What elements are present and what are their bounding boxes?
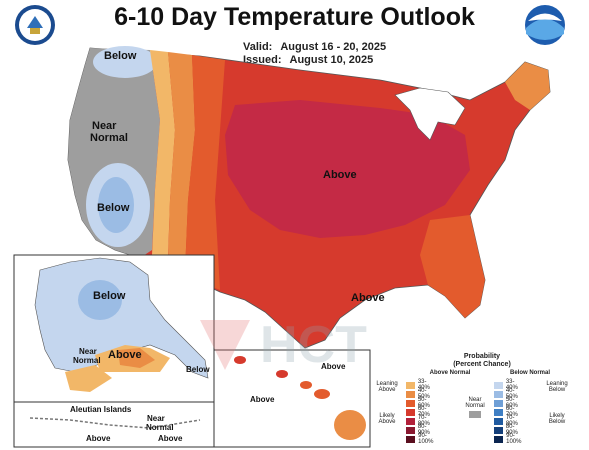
legend-below-bin-swatch xyxy=(494,426,503,434)
legend-above-bin-row: 90-100% xyxy=(406,433,436,445)
noaa-logo-icon xyxy=(525,5,565,45)
legend-above-bin-label: 40-50% xyxy=(417,388,430,400)
legend-near-normal-1: Near xyxy=(468,397,482,403)
label-ak-below-se: Below xyxy=(186,365,210,374)
legend-below-bin-row: 80-90% xyxy=(494,424,521,436)
legend-below-bin-label: 40-50% xyxy=(505,388,518,400)
legend-leaning-above-1: Leaning xyxy=(376,381,398,387)
issued-date: Issued: August 10, 2025 xyxy=(243,54,373,66)
legend-below-bin-swatch xyxy=(494,381,503,389)
legend-below-bin-swatch xyxy=(494,417,503,425)
legend-below-bin-swatch xyxy=(494,435,504,443)
label-aleutian-near-1: Near xyxy=(147,414,165,423)
label-aleutian-near-2: Normal xyxy=(146,423,174,432)
label-aleutian-above-1: Above xyxy=(86,434,111,443)
legend-below-bin-row: 33-40% xyxy=(494,379,521,391)
legend-below-bin-swatch xyxy=(494,390,503,398)
valid-dates: Valid: August 16 - 20, 2025 xyxy=(243,41,386,53)
label-ak-above: Above xyxy=(108,349,142,361)
label-near-normal-west-2: Normal xyxy=(90,132,128,144)
legend-below-bin-label: 80-90% xyxy=(505,424,518,436)
legend-likely-above-2: Above xyxy=(378,419,396,425)
legend-above-bin-swatch xyxy=(406,381,415,389)
label-below-west: Below xyxy=(97,202,130,214)
label-ak-near-1: Near xyxy=(79,347,97,356)
valid-value: August 16 - 20, 2025 xyxy=(280,41,387,53)
legend-above-bin-swatch xyxy=(406,435,416,443)
label-near-normal-west-1: Near xyxy=(92,120,117,132)
label-above-south: Above xyxy=(351,292,385,304)
issued-value: August 10, 2025 xyxy=(289,54,374,66)
legend-below-bin-label: 50-60% xyxy=(505,397,518,409)
legend-leaning-above: Leaning Above xyxy=(372,381,402,393)
legend-likely-above: Likely Above xyxy=(372,413,402,425)
legend-below-bin-label: 60-70% xyxy=(505,406,518,418)
label-below-nw: Below xyxy=(104,50,137,62)
legend-above-bin-swatch xyxy=(406,399,415,407)
legend-likely-above-1: Likely xyxy=(379,413,395,419)
legend-above-bin-label: 50-60% xyxy=(417,397,430,409)
legend-below-bin-swatch xyxy=(494,399,503,407)
legend-subtitle: (Percent Chance) xyxy=(453,361,511,368)
legend-above-bin-label: 60-70% xyxy=(417,406,430,418)
legend-above-bin-row: 70-80% xyxy=(406,415,433,427)
legend-leaning-below: Leaning Below xyxy=(542,381,572,393)
legend-above-bin-row: 40-50% xyxy=(406,388,433,400)
legend-above-bin-label: 90-100% xyxy=(418,433,434,445)
legend-above-bin-swatch xyxy=(406,417,415,425)
label-ak-near-2: Normal xyxy=(73,356,101,365)
legend-below-bin-label: 70-80% xyxy=(505,415,518,427)
label-hi-above-2: Above xyxy=(250,395,275,404)
legend-below-bin-row: 60-70% xyxy=(494,406,521,418)
legend-above-bin-row: 60-70% xyxy=(406,406,433,418)
legend-near-normal: Near Normal xyxy=(463,397,487,418)
legend-above-bin-swatch xyxy=(406,426,415,434)
legend-below-bin-row: 50-60% xyxy=(494,397,521,409)
legend-above-bin-row: 50-60% xyxy=(406,397,433,409)
legend-below-bin-swatch xyxy=(494,408,503,416)
legend-above-header: Above Normal xyxy=(429,370,471,376)
legend-likely-below-2: Below xyxy=(548,419,566,425)
legend-above-bin-swatch xyxy=(406,390,415,398)
legend-above-bin-row: 33-40% xyxy=(406,379,433,391)
label-hi-above-1: Above xyxy=(321,362,346,371)
legend-leaning-above-2: Above xyxy=(378,387,396,393)
valid-label: Valid: xyxy=(243,41,273,53)
legend-leaning-below-1: Leaning xyxy=(546,381,568,387)
label-above-central: Above xyxy=(323,169,357,181)
legend-likely-below: Likely Below xyxy=(542,413,572,425)
great-lakes xyxy=(394,87,466,141)
legend-title: Probability xyxy=(463,353,501,360)
label-aleutian-above-2: Above xyxy=(158,434,183,443)
legend-above-bin-label: 70-80% xyxy=(417,415,430,427)
doc-seal-icon xyxy=(15,5,55,45)
legend-below-bin-row: 90-100% xyxy=(494,433,524,445)
legend-above-bin-label: 33-40% xyxy=(417,379,430,391)
page-title: 6-10 Day Temperature Outlook xyxy=(114,3,475,31)
legend-above-bin-swatch xyxy=(406,408,415,416)
legend-leaning-below-2: Below xyxy=(548,387,566,393)
legend-near-normal-2: Normal xyxy=(465,403,485,409)
label-aleutian-title: Aleutian Islands xyxy=(70,405,132,414)
legend-above-bin-label: 80-90% xyxy=(417,424,430,436)
legend-likely-below-1: Likely xyxy=(549,413,565,419)
legend-below-bin-label: 90-100% xyxy=(506,433,522,445)
legend: Probability (Percent Chance) Above Norma… xyxy=(372,351,582,447)
legend-below-bin-row: 70-80% xyxy=(494,415,521,427)
legend-below-bin-label: 33-40% xyxy=(505,379,518,391)
legend-near-normal-swatch xyxy=(469,411,481,418)
legend-below-header: Below Normal xyxy=(509,370,550,376)
label-ak-below: Below xyxy=(93,290,126,302)
legend-below-bin-row: 40-50% xyxy=(494,388,521,400)
legend-above-bin-row: 80-90% xyxy=(406,424,433,436)
